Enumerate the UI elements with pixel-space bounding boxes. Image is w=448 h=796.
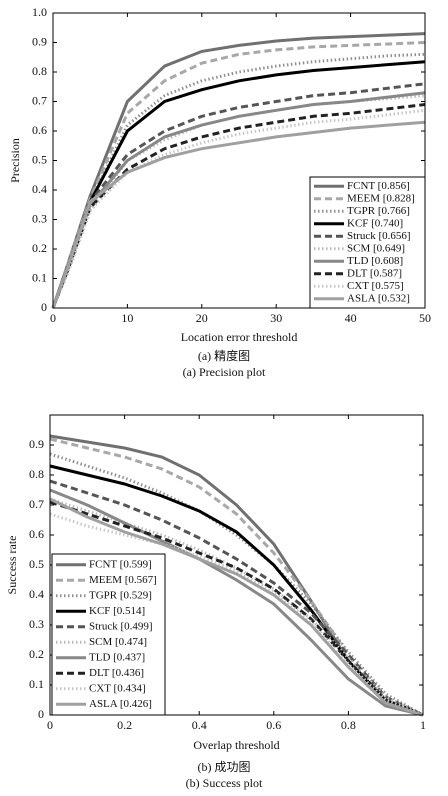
x-tick-label: 0.6 (266, 718, 281, 732)
legend-label: TGPR [0.529] (89, 589, 152, 601)
legend-label: MEEM [0.828] (347, 192, 415, 204)
plot-frame (52, 12, 426, 309)
x-tick-label: 0.2 (117, 718, 132, 732)
series-line (49, 488, 424, 717)
y-tick-label: 0.6 (29, 527, 44, 541)
legend-label: KCF [0.740] (347, 217, 403, 229)
legend-label: CXT [0.434] (89, 682, 146, 694)
x-tick-label: 30 (270, 311, 282, 325)
x-tick-label: 20 (196, 311, 208, 325)
y-tick-label: 0.8 (32, 64, 47, 78)
y-axis-label: Success rate (5, 536, 19, 595)
x-tick-label: 40 (345, 311, 357, 325)
y-tick-label: 0.9 (29, 437, 44, 451)
x-tick-label: 0.8 (341, 718, 356, 732)
legend-label: TLD [0.437] (89, 651, 145, 663)
caption: (b) Success plot (186, 776, 263, 790)
series-line (49, 464, 424, 717)
y-tick-label: 0.5 (32, 152, 47, 166)
y-tick-label: 0.6 (32, 123, 47, 137)
series-line (49, 512, 424, 717)
legend-label: FCNT [0.856] (347, 180, 410, 192)
y-tick-label: 0.4 (32, 182, 47, 196)
legend-label: SCM [0.649] (347, 242, 405, 254)
legend-label: ASLA [0.426] (89, 698, 152, 710)
plot-frame (49, 414, 424, 716)
series-line (49, 497, 424, 717)
x-axis-label: Overlap threshold (193, 738, 279, 752)
y-tick-label: 0.4 (29, 587, 44, 601)
y-tick-label: 0.9 (32, 34, 47, 48)
y-tick-label: 0 (41, 300, 47, 314)
y-tick-label: 0 (38, 707, 44, 721)
y-tick-label: 0.7 (29, 497, 44, 511)
series-line (49, 497, 424, 717)
legend-label: TLD [0.608] (347, 255, 403, 267)
legend-label: DLT [0.436] (89, 667, 144, 679)
x-tick-label: 0.4 (192, 718, 207, 732)
caption: (a) Precision plot (183, 365, 266, 379)
x-tick-label: 10 (121, 311, 133, 325)
series-line (51, 108, 426, 309)
legend-label: TGPR [0.766] (347, 205, 410, 217)
y-tick-label: 0.1 (29, 677, 44, 691)
legend-label: Struck [0.656] (347, 230, 411, 242)
legend-label: FCNT [0.599] (89, 558, 152, 570)
x-axis-label: Location error threshold (181, 330, 298, 344)
x-tick-label: 0 (50, 311, 56, 325)
legend-label: MEEM [0.567] (89, 574, 157, 586)
legend-label: DLT [0.587] (347, 267, 402, 279)
series-line (49, 452, 424, 717)
y-tick-label: 0.2 (29, 647, 44, 661)
y-tick-label: 0.3 (29, 617, 44, 631)
series-line (51, 32, 426, 309)
y-tick-label: 0.3 (32, 211, 47, 225)
y-axis-label: Precision (8, 138, 22, 183)
legend-label: SCM [0.474] (89, 636, 147, 648)
y-tick-label: 0.8 (29, 467, 44, 481)
y-tick-label: 0.2 (32, 241, 47, 255)
x-tick-label: 1 (420, 718, 426, 732)
legend-label: KCF [0.514] (89, 605, 145, 617)
y-tick-label: 0.7 (32, 93, 47, 107)
y-tick-label: 1.0 (32, 5, 47, 19)
caption: (b) 成功图 (198, 760, 251, 774)
x-tick-label: 0 (47, 718, 53, 732)
caption: (a) 精度图 (198, 348, 250, 363)
legend-label: Struck [0.499] (89, 620, 153, 632)
series-line (51, 120, 426, 309)
series-line (51, 103, 426, 309)
y-tick-label: 0.5 (29, 557, 44, 571)
y-tick-label: 0.1 (32, 270, 47, 284)
legend-label: ASLA [0.532] (347, 292, 410, 304)
legend-label: CXT [0.575] (347, 280, 404, 292)
x-tick-label: 50 (419, 311, 431, 325)
